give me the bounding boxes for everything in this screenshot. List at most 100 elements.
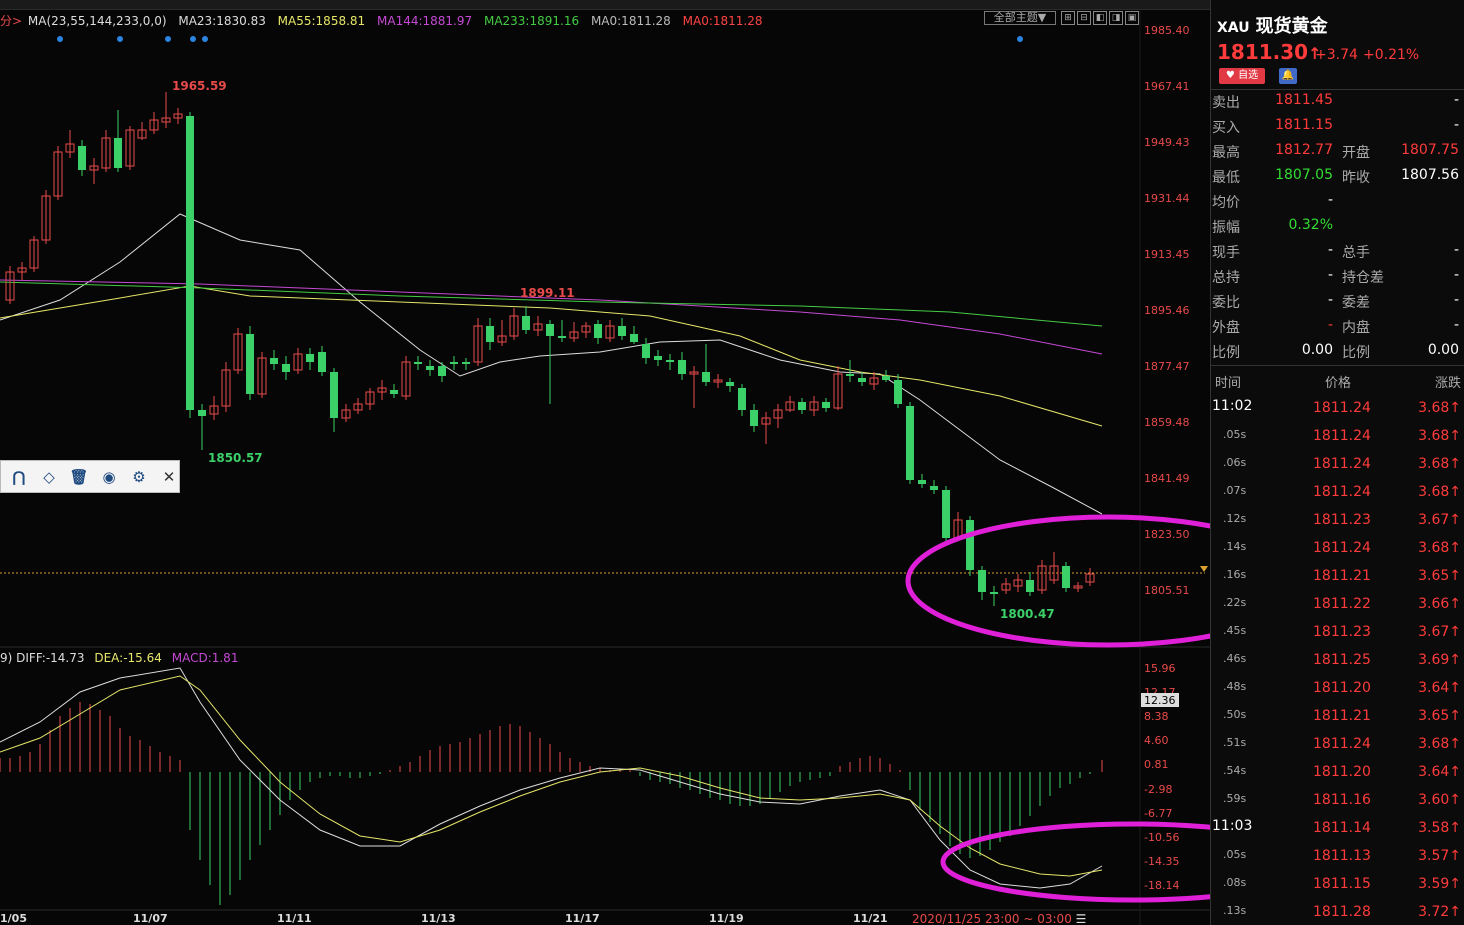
tick-change: 3.68↑ bbox=[1418, 540, 1461, 556]
ma233-line bbox=[0, 281, 1103, 327]
event-marker bbox=[190, 36, 196, 42]
tick-change: 3.68↑ bbox=[1418, 400, 1461, 416]
candle-body bbox=[930, 486, 938, 490]
price-axis-label: 1805.51 bbox=[1144, 584, 1190, 597]
candle-body bbox=[462, 362, 470, 364]
tick-row: .12s 1811.23 3.67↑ bbox=[1211, 506, 1464, 534]
theme-dropdown[interactable]: 全部主题▼ bbox=[984, 11, 1056, 25]
mid-label: 1899.11 bbox=[520, 286, 575, 300]
quote-value: - bbox=[1453, 317, 1459, 333]
candle-body bbox=[618, 326, 626, 336]
quote-label: 卖出 bbox=[1212, 95, 1240, 111]
candle-body bbox=[101, 137, 111, 169]
layout-2-icon[interactable]: ⊟ bbox=[1077, 11, 1091, 25]
favorite-button[interactable]: ♥ 自选 bbox=[1219, 68, 1265, 84]
layout-1-icon[interactable]: ⊞ bbox=[1061, 11, 1075, 25]
candle-body bbox=[1026, 580, 1034, 592]
quote-row: 最高 1812.77 开盘 1807.75 bbox=[1211, 140, 1464, 165]
layout-4-icon[interactable]: ◨ bbox=[1109, 11, 1123, 25]
quote-panel: XAU 现货黄金 1811.30↑ +3.74 +0.21% ♥ 自选 🔔 卖出 1… bbox=[1210, 0, 1464, 925]
candle-body bbox=[137, 129, 147, 139]
tick-row: .05s 1811.13 3.57↑ bbox=[1211, 842, 1464, 870]
ma-item: MA144:1881.97 bbox=[377, 14, 473, 28]
date-label: 11/17 bbox=[565, 912, 600, 925]
tick-change: 3.57↑ bbox=[1418, 848, 1461, 864]
macd-axis-label: 15.96 bbox=[1144, 662, 1176, 675]
tick-time: .45s bbox=[1223, 624, 1247, 637]
quote-label: 振幅 bbox=[1212, 220, 1240, 236]
top-toolbar bbox=[0, 0, 1210, 10]
candle-body bbox=[270, 358, 278, 364]
candle-body bbox=[738, 388, 746, 410]
quote-label: 最低 bbox=[1212, 170, 1240, 186]
candle-body bbox=[17, 267, 27, 273]
tick-row: .13s 1811.28 3.72↑ bbox=[1211, 898, 1464, 925]
low-label: 1850.57 bbox=[208, 451, 263, 465]
trash-icon[interactable]: 🗑 bbox=[69, 467, 89, 486]
candle-body bbox=[942, 490, 950, 538]
quote-value: - bbox=[1453, 117, 1459, 133]
quote-value: 0.00 bbox=[1301, 342, 1333, 358]
tick-row: .14s 1811.24 3.68↑ bbox=[1211, 534, 1464, 562]
quote-value: - bbox=[1453, 292, 1459, 308]
candle-body bbox=[1013, 579, 1023, 587]
tick-price: 1811.16 bbox=[1313, 792, 1371, 808]
date-label: 1/05 bbox=[0, 912, 27, 925]
tick-row: .48s 1811.20 3.64↑ bbox=[1211, 674, 1464, 702]
gear-icon[interactable]: ⚙ bbox=[132, 467, 146, 486]
quote-label: 总持 bbox=[1212, 270, 1240, 286]
quote-row: 卖出 1811.45 - bbox=[1211, 90, 1464, 115]
quote-row: 外盘 - 内盘 - bbox=[1211, 315, 1464, 340]
macd-dea-line bbox=[0, 675, 1103, 877]
macd-axis-label: -6.77 bbox=[1144, 807, 1172, 820]
maximize-icon[interactable]: ▣ bbox=[1125, 11, 1139, 25]
candle-body bbox=[642, 344, 650, 358]
price-change-pct: +0.21% bbox=[1363, 47, 1420, 63]
candle-body bbox=[186, 116, 194, 410]
bell-icon[interactable]: 🔔 bbox=[1279, 68, 1297, 84]
tick-change: 3.68↑ bbox=[1418, 428, 1461, 444]
quote-label: 开盘 bbox=[1342, 145, 1370, 161]
quote-label: 现手 bbox=[1212, 245, 1240, 261]
chart-area[interactable]: 分> MA(23,55,144,233,0,0) MA23:1830.83 MA… bbox=[0, 0, 1210, 925]
layout-3-icon[interactable]: ◧ bbox=[1093, 11, 1107, 25]
magnet-icon[interactable]: ⋂ bbox=[12, 467, 26, 486]
eye-icon[interactable]: ◉ bbox=[102, 467, 116, 486]
candle-body bbox=[1073, 585, 1083, 589]
quote-label: 最高 bbox=[1212, 145, 1240, 161]
quote-row: 现手 - 总手 - bbox=[1211, 240, 1464, 265]
close-icon[interactable]: ✕ bbox=[162, 467, 176, 486]
tick-change: 3.72↑ bbox=[1418, 904, 1461, 920]
tick-price: 1811.20 bbox=[1313, 680, 1371, 696]
tick-price: 1811.25 bbox=[1313, 652, 1371, 668]
quote-label: 比例 bbox=[1212, 345, 1240, 361]
tick-time: .46s bbox=[1223, 652, 1247, 665]
date-label: 11/21 bbox=[853, 912, 888, 925]
eraser-icon[interactable]: ◇ bbox=[43, 467, 55, 486]
highlight-ellipse bbox=[940, 821, 1210, 903]
tick-time: .12s bbox=[1223, 512, 1247, 525]
quote-value: 1811.15 bbox=[1275, 117, 1333, 133]
candle-body bbox=[497, 335, 507, 343]
quote-row: 买入 1811.15 - bbox=[1211, 115, 1464, 140]
candle-body bbox=[78, 146, 86, 170]
candle-body bbox=[918, 480, 926, 484]
candle-body bbox=[581, 325, 591, 333]
range-menu-icon[interactable]: ☰ bbox=[1075, 912, 1087, 925]
quote-row: 最低 1807.05 昨收 1807.56 bbox=[1211, 165, 1464, 190]
tick-change: 3.58↑ bbox=[1418, 820, 1461, 836]
divider bbox=[1211, 365, 1464, 366]
tick-row: .05s 1811.24 3.68↑ bbox=[1211, 422, 1464, 450]
candle-body bbox=[330, 372, 338, 418]
tick-row: .51s 1811.24 3.68↑ bbox=[1211, 730, 1464, 758]
ma-item: MA(23,55,144,233,0,0) bbox=[27, 14, 167, 28]
quote-value: - bbox=[1327, 192, 1333, 208]
tick-change: 3.65↑ bbox=[1418, 568, 1461, 584]
price-axis-label: 1859.48 bbox=[1144, 416, 1190, 429]
price-chart[interactable]: 1985.40 1967.41 1949.43 1931.44 1913.45 1895.… bbox=[0, 0, 1210, 925]
candle-body bbox=[978, 570, 986, 592]
candle-body bbox=[846, 374, 854, 376]
candle-body bbox=[401, 361, 411, 397]
ma23-line bbox=[0, 213, 1103, 515]
candle-body bbox=[966, 520, 974, 570]
